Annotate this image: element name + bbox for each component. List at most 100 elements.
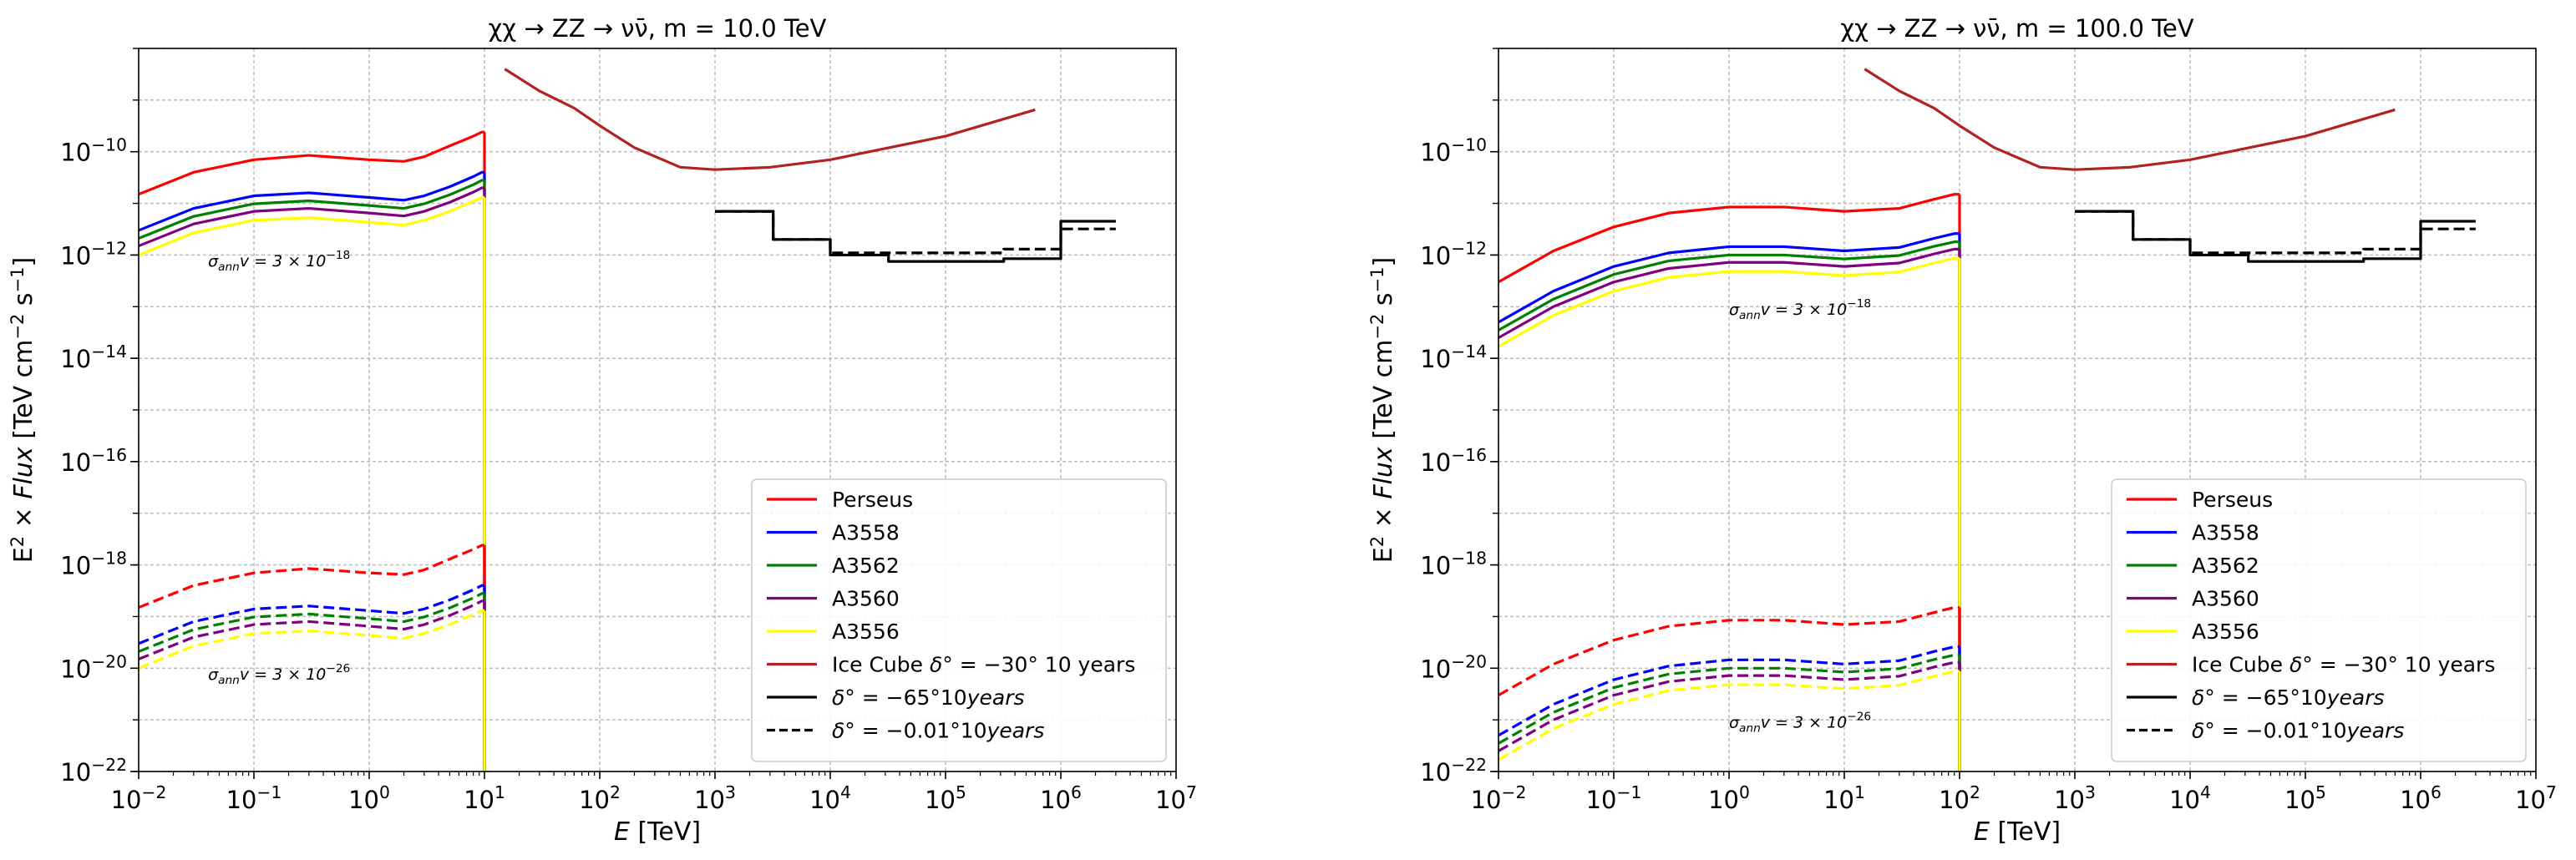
x-tick-label: 106 <box>1040 782 1082 814</box>
x-tick-label: 107 <box>1155 782 1197 814</box>
y-axis-label-part: −1 <box>1367 266 1387 292</box>
y-tick-label: 10−16 <box>1420 445 1487 477</box>
x-axis-label: E [TeV] <box>614 817 701 847</box>
series-line--0-01-10years <box>2075 210 2476 255</box>
legend: Perseus A3558 A3562 A3560 A3556 Ice Cube δ° =… <box>751 478 1167 762</box>
legend-label: Ice Cube δ° = −30° 10 years <box>2192 653 2495 677</box>
x-tick-label: 105 <box>2284 782 2326 814</box>
series-line-a3556 <box>139 195 484 256</box>
legend-label: Perseus <box>832 488 913 512</box>
x-ticks: 10−2 10−1 100 101 102 103 104 105 106 107 <box>1471 771 2557 814</box>
legend-label: A3556 <box>2192 620 2259 644</box>
y-axis-label-part: Flux <box>1369 447 1398 499</box>
y-axis-label-part: s <box>1369 292 1398 313</box>
x-tick-label: 103 <box>694 782 736 814</box>
y-tick-label: 10−20 <box>1420 651 1487 683</box>
cross-section-annotation: σannv = 3 × 10−26 <box>1729 711 1871 736</box>
legend-label: A3562 <box>2192 554 2259 578</box>
legend-box <box>751 478 1167 762</box>
series-group <box>1498 68 2476 771</box>
series-line-dashed-8 <box>1498 660 1960 752</box>
x-tick-label: 105 <box>925 782 966 814</box>
x-tick-label: 100 <box>348 782 390 814</box>
legend: Perseus A3558 A3562 A3560 A3556 Ice Cube δ° =… <box>2111 478 2527 762</box>
legend-label: δ° = −65°10years <box>832 685 1025 710</box>
cross-section-annotation: σannv = 3 × 10−18 <box>208 249 350 274</box>
x-tick-label: 100 <box>1708 782 1750 814</box>
series-line-a3558 <box>1498 232 1960 324</box>
chart-panel-2: 10−2 10−1 100 101 102 103 104 105 106 10710−2210−… <box>1367 14 2557 847</box>
chart-title: χχ → ZZ → νν̄, m = 100.0 TeV <box>1840 14 2193 43</box>
cross-section-annotation: σannv = 3 × 10−18 <box>1729 297 1871 322</box>
x-ticks: 10−2 10−1 100 101 102 103 104 105 106 107 <box>111 771 1197 814</box>
y-tick-label: 10−16 <box>60 445 127 477</box>
y-axis-label-part: 2 <box>1367 536 1387 547</box>
x-tick-label: 101 <box>1823 782 1865 814</box>
series-line-a3560 <box>139 186 484 248</box>
y-tick-label: 10−10 <box>1420 135 1487 167</box>
x-tick-label: 104 <box>809 782 851 814</box>
series-line-a3558 <box>139 170 484 232</box>
series-line--0-01-10years <box>715 210 1116 255</box>
x-tick-label: 102 <box>1939 782 1980 814</box>
legend-label: δ° = −0.01°10years <box>832 719 1044 743</box>
cross-section-annotation: σannv = 3 × 10−26 <box>208 662 350 687</box>
series-line-dashed-8 <box>139 599 484 660</box>
legend-label: Perseus <box>2192 488 2273 512</box>
y-tick-label: 10−14 <box>1420 341 1487 373</box>
x-tick-label: 10−2 <box>111 782 167 814</box>
x-tick-label: 106 <box>2400 782 2442 814</box>
y-tick-label: 10−20 <box>60 651 127 683</box>
y-axis-label-part: −2 <box>1367 314 1387 340</box>
x-tick-label: 104 <box>2169 782 2211 814</box>
legend-label: A3556 <box>832 620 900 644</box>
series-line-perseus <box>139 130 484 196</box>
series-line-ice-cube-30-10-years <box>504 68 1036 171</box>
legend-label: δ° = −65°10years <box>2192 685 2385 710</box>
series-line-a3560 <box>1498 247 1960 339</box>
y-tick-label: 10−18 <box>60 549 127 580</box>
series-line-perseus <box>1498 193 1960 284</box>
y-axis-label: E2 × Flux [TeV cm−2 s−1] <box>8 257 38 563</box>
series-line-a3562 <box>1498 240 1960 331</box>
x-axis-label: E [TeV] <box>1974 817 2061 847</box>
chart-title: χχ → ZZ → νν̄, m = 10.0 TeV <box>489 14 827 43</box>
legend-label: A3558 <box>832 521 900 545</box>
y-ticks: 10−22 10−20 10−18 10−16 10−14 10−12 10−10 <box>1420 48 1498 787</box>
x-tick-label: 101 <box>464 782 505 814</box>
y-ticks: 10−22 10−20 10−18 10−16 10−14 10−12 10−10 <box>60 48 139 787</box>
x-tick-label: 103 <box>2054 782 2096 814</box>
y-tick-label: 10−18 <box>1420 549 1487 580</box>
y-axis-label-part: 2 <box>8 536 28 547</box>
y-tick-label: 10−12 <box>1420 238 1487 270</box>
y-axis-label-part: ] <box>1369 257 1398 267</box>
series-group <box>139 68 1116 771</box>
y-axis-label: E2 × Flux [TeV cm−2 s−1] <box>1367 257 1398 563</box>
y-tick-label: 10−12 <box>60 238 127 270</box>
x-tick-label: 10−2 <box>1471 782 1527 814</box>
legend-label: A3560 <box>832 587 900 611</box>
legend-label: A3562 <box>832 554 900 578</box>
legend-label: Ice Cube δ° = −30° 10 years <box>832 653 1135 677</box>
series-line-a3556 <box>1498 256 1960 348</box>
y-tick-label: 10−22 <box>60 755 127 787</box>
y-axis-label-part: s <box>9 292 38 313</box>
legend-box <box>2111 478 2527 762</box>
y-axis-label-part: ] <box>9 257 38 267</box>
y-axis-label-part: −2 <box>8 314 28 340</box>
series-line-dashed-5 <box>139 544 484 610</box>
y-tick-label: 10−14 <box>60 341 127 373</box>
series-line-dashed-7 <box>139 592 484 653</box>
x-tick-label: 10−1 <box>1586 782 1642 814</box>
y-axis-label-part: Flux <box>9 447 38 499</box>
x-tick-label: 107 <box>2515 782 2557 814</box>
y-axis-label-part: −1 <box>8 266 28 292</box>
x-tick-label: 102 <box>579 782 621 814</box>
y-tick-label: 10−22 <box>1420 755 1487 787</box>
series-line-a3562 <box>139 179 484 240</box>
legend-label: A3558 <box>2192 521 2259 545</box>
series-line-ice-cube-30-10-years <box>1864 68 2396 171</box>
series-line-dashed-9 <box>139 609 484 670</box>
legend-label: A3560 <box>2192 587 2259 611</box>
